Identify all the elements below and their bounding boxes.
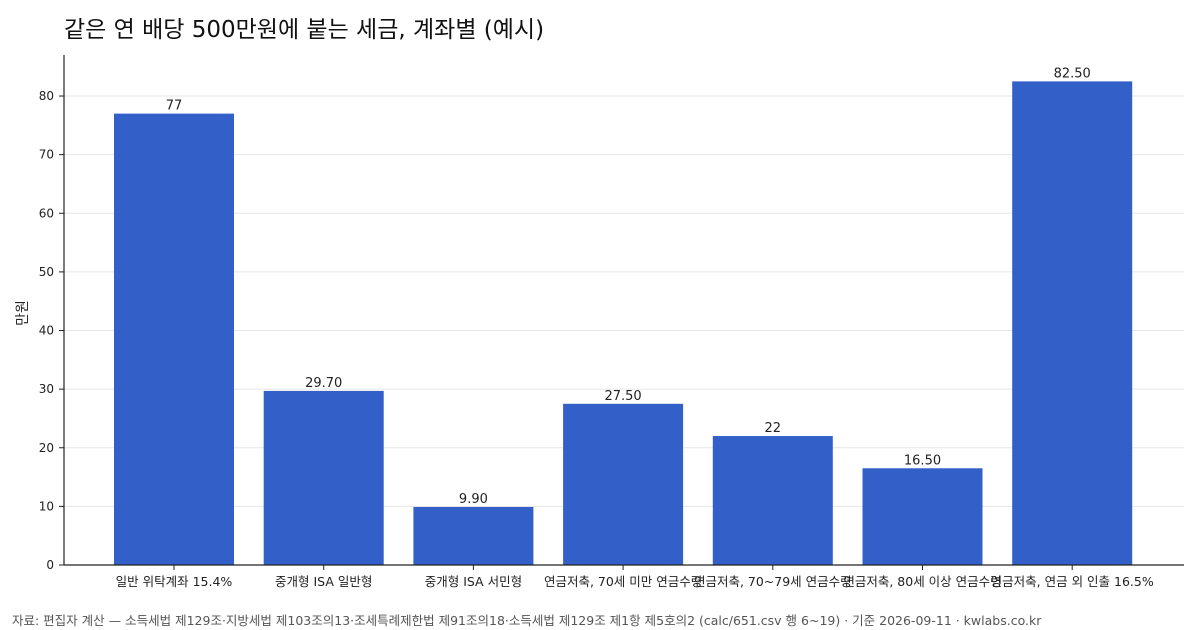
x-tick-label: 일반 위탁계좌 15.4% [116,574,233,589]
y-tick-label: 60 [39,206,54,220]
source-footer: 자료: 편집자 계산 — 소득세법 제129조·지방세법 제103조의13·조세… [12,613,1042,628]
bar-value-label: 27.50 [604,389,641,404]
bar-value-label: 16.50 [904,453,941,468]
bar-value-label: 82.50 [1054,66,1091,81]
bar-value-label: 29.70 [305,376,342,391]
chart-title: 같은 연 배당 500만원에 붙는 세금, 계좌별 (예시) [64,17,545,43]
y-tick-label: 70 [39,148,54,162]
bars [114,81,1133,566]
bar-value-label: 77 [166,99,183,114]
data-labels: 77 29.70 9.90 27.50 22 16.50 82.50 [166,66,1091,507]
bar [413,506,534,565]
x-tick-label: 연금저축, 70~79세 연금수령 [694,574,852,589]
x-tick-label: 연금저축, 70세 미만 연금수령 [544,574,702,589]
y-tick-label: 80 [39,89,54,103]
bar [114,113,234,565]
y-tick-label: 30 [39,382,54,396]
y-axis-label: 만원 [15,300,31,326]
bar [563,403,684,565]
x-tick-label: 중개형 ISA 서민형 [425,574,522,589]
axes: 0 10 20 30 40 50 60 70 80 일반 위탁계좌 15.4% 중개형 ISA 일반… [39,55,1184,589]
bar [862,468,983,565]
y-tick-label: 10 [39,499,54,513]
bar-value-label: 9.90 [459,492,488,507]
x-tick-label: 연금저축, 연금 외 인출 16.5% [991,574,1154,589]
y-tick-label: 20 [39,441,54,455]
bar [263,390,384,565]
x-tick-label: 중개형 ISA 일반형 [275,574,372,589]
bar-value-label: 22 [765,421,782,436]
bar [712,436,833,565]
y-tick-label: 0 [46,558,54,572]
y-tick-label: 40 [39,324,54,338]
bar [1012,81,1133,566]
x-tick-label: 연금저축, 80세 이상 연금수령 [843,574,1001,589]
y-tick-label: 50 [39,265,54,279]
